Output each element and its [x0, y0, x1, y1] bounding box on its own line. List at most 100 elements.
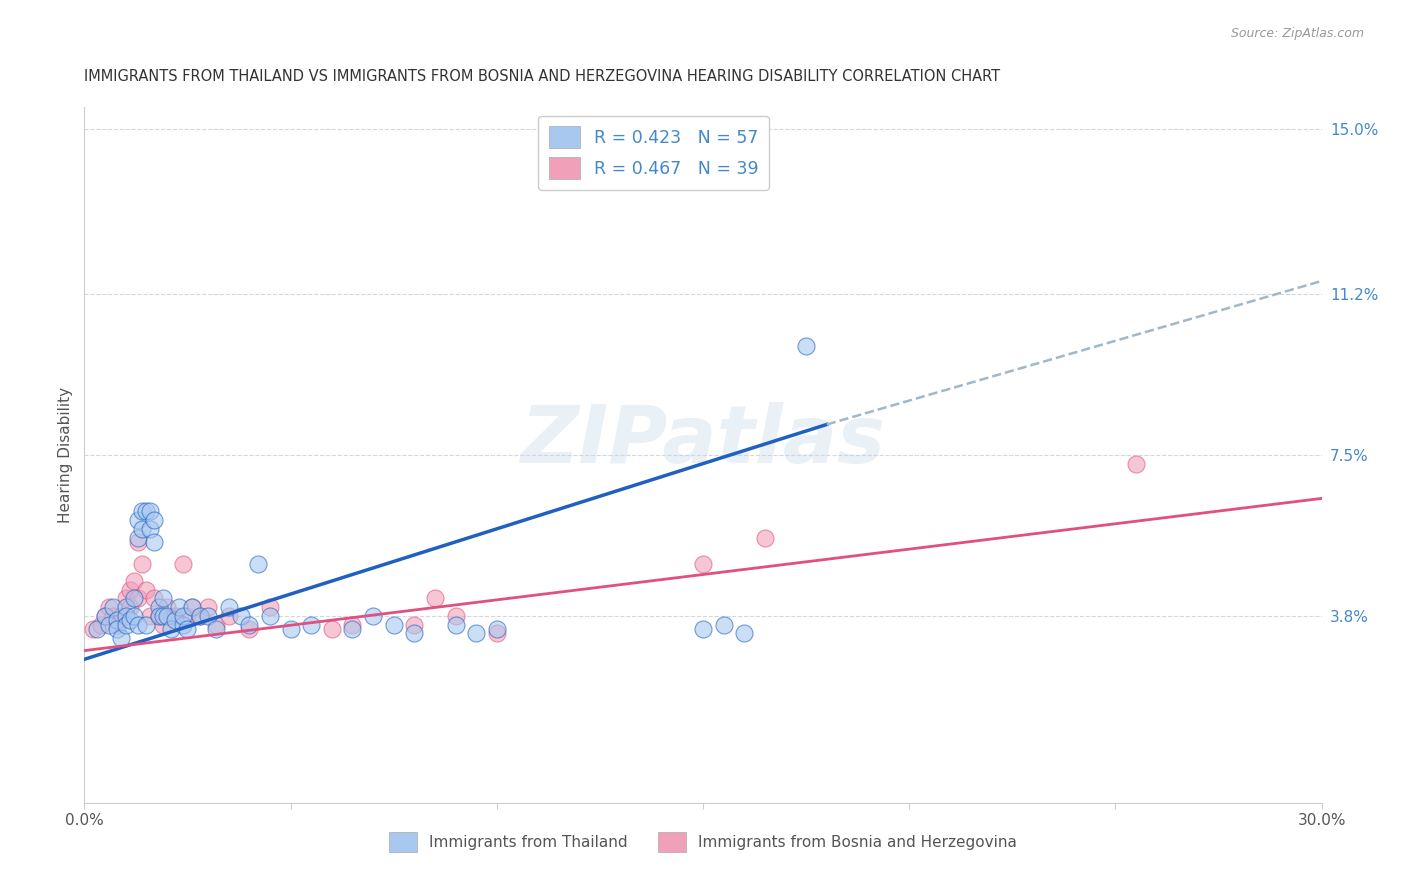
Point: [127, 617, 149, 632]
Point: [131, 557, 153, 571]
Point: [148, 608, 170, 623]
Point: [176, 622, 198, 636]
Point: [105, 617, 128, 632]
Point: [342, 622, 364, 636]
Point: [110, 608, 132, 623]
Point: [1125, 457, 1147, 471]
Y-axis label: Hearing Disability: Hearing Disability: [58, 387, 73, 523]
Legend: Immigrants from Thailand, Immigrants from Bosnia and Herzegovina: Immigrants from Thailand, Immigrants fro…: [384, 826, 1022, 858]
Point: [103, 600, 125, 615]
Point: [754, 531, 776, 545]
Point: [131, 504, 153, 518]
Point: [152, 591, 174, 606]
Point: [246, 557, 269, 571]
Point: [259, 600, 281, 615]
Point: [188, 608, 211, 623]
Point: [444, 617, 467, 632]
Point: [172, 617, 194, 632]
Text: Source: ZipAtlas.com: Source: ZipAtlas.com: [1230, 27, 1364, 40]
Point: [105, 622, 128, 636]
Point: [143, 534, 166, 549]
Point: [172, 608, 194, 623]
Point: [114, 617, 136, 632]
Point: [86, 622, 108, 636]
Point: [127, 591, 149, 606]
Point: [444, 608, 467, 623]
Point: [404, 626, 426, 640]
Point: [139, 608, 162, 623]
Point: [82, 622, 104, 636]
Point: [143, 591, 166, 606]
Point: [218, 608, 240, 623]
Point: [131, 522, 153, 536]
Point: [139, 522, 162, 536]
Point: [176, 608, 198, 623]
Point: [118, 582, 141, 597]
Point: [165, 613, 187, 627]
Text: IMMIGRANTS FROM THAILAND VS IMMIGRANTS FROM BOSNIA AND HERZEGOVINA HEARING DISAB: IMMIGRANTS FROM THAILAND VS IMMIGRANTS F…: [84, 69, 1001, 84]
Point: [692, 622, 714, 636]
Point: [188, 608, 211, 623]
Point: [794, 339, 817, 353]
Point: [127, 531, 149, 545]
Point: [114, 600, 136, 615]
Point: [135, 582, 157, 597]
Point: [342, 617, 364, 632]
Point: [139, 504, 162, 518]
Point: [114, 591, 136, 606]
Point: [713, 617, 735, 632]
Point: [404, 617, 426, 632]
Point: [148, 600, 170, 615]
Point: [205, 622, 228, 636]
Point: [118, 600, 141, 615]
Point: [135, 504, 157, 518]
Point: [167, 600, 190, 615]
Point: [692, 557, 714, 571]
Point: [280, 622, 302, 636]
Point: [122, 608, 145, 623]
Point: [94, 608, 117, 623]
Point: [229, 608, 252, 623]
Point: [127, 513, 149, 527]
Point: [259, 608, 281, 623]
Point: [114, 608, 136, 623]
Point: [156, 600, 179, 615]
Point: [127, 534, 149, 549]
Point: [135, 617, 157, 632]
Point: [98, 600, 121, 615]
Point: [382, 617, 405, 632]
Point: [172, 557, 194, 571]
Text: ZIPatlas: ZIPatlas: [520, 402, 886, 480]
Point: [180, 600, 202, 615]
Point: [485, 626, 508, 640]
Point: [238, 622, 260, 636]
Point: [165, 608, 187, 623]
Point: [90, 617, 112, 632]
Point: [156, 608, 179, 623]
Point: [180, 600, 202, 615]
Point: [160, 622, 183, 636]
Point: [485, 622, 508, 636]
Point: [423, 591, 446, 606]
Point: [205, 617, 228, 632]
Point: [94, 608, 117, 623]
Point: [98, 617, 121, 632]
Point: [105, 613, 128, 627]
Point: [361, 608, 384, 623]
Point: [122, 574, 145, 588]
Point: [299, 617, 322, 632]
Point: [197, 608, 219, 623]
Point: [143, 513, 166, 527]
Point: [733, 626, 755, 640]
Point: [110, 631, 132, 645]
Point: [148, 608, 170, 623]
Point: [218, 600, 240, 615]
Point: [118, 613, 141, 627]
Point: [152, 617, 174, 632]
Point: [321, 622, 343, 636]
Point: [152, 608, 174, 623]
Point: [465, 626, 488, 640]
Point: [122, 591, 145, 606]
Point: [238, 617, 260, 632]
Point: [197, 600, 219, 615]
